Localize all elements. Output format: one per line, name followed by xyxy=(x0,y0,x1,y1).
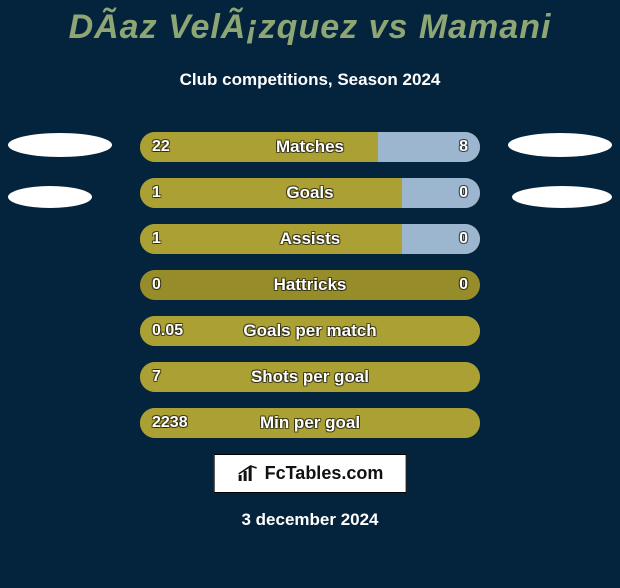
stat-row: Hattricks00 xyxy=(0,270,620,300)
stat-fill-right xyxy=(402,178,480,208)
stat-fill-left xyxy=(140,362,480,392)
stat-value-right: 0 xyxy=(459,224,468,254)
stat-track xyxy=(140,362,480,392)
stat-track xyxy=(140,270,480,300)
stat-row: Min per goal2238 xyxy=(0,408,620,438)
stat-value-left: 0.05 xyxy=(152,316,183,346)
player-blob xyxy=(8,133,112,157)
stat-fill-right xyxy=(402,224,480,254)
stat-fill-left xyxy=(140,178,402,208)
brand-badge[interactable]: FcTables.com xyxy=(214,454,407,493)
stat-fill-left xyxy=(140,132,378,162)
stat-row: Goals per match0.05 xyxy=(0,316,620,346)
stat-track xyxy=(140,224,480,254)
stat-value-left: 1 xyxy=(152,224,161,254)
chart-icon xyxy=(237,465,259,483)
page-subtitle: Club competitions, Season 2024 xyxy=(0,70,620,90)
stats-container: Matches228Goals10Assists10Hattricks00Goa… xyxy=(0,116,620,454)
stat-track xyxy=(140,316,480,346)
stat-row: Assists10 xyxy=(0,224,620,254)
page-title: DÃ­az VelÃ¡zquez vs Mamani xyxy=(0,8,620,47)
stat-value-right: 0 xyxy=(459,178,468,208)
stat-value-left: 2238 xyxy=(152,408,188,438)
footer-date: 3 december 2024 xyxy=(0,510,620,530)
stat-value-left: 1 xyxy=(152,178,161,208)
stat-row: Shots per goal7 xyxy=(0,362,620,392)
stat-fill-left xyxy=(140,224,402,254)
stat-fill-left xyxy=(140,408,480,438)
player-blob xyxy=(508,133,612,157)
stat-value-right: 8 xyxy=(459,132,468,162)
stat-value-left: 22 xyxy=(152,132,170,162)
brand-text: FcTables.com xyxy=(265,463,384,484)
stat-track xyxy=(140,132,480,162)
stat-value-left: 0 xyxy=(152,270,161,300)
stat-value-right: 0 xyxy=(459,270,468,300)
player-blob xyxy=(512,186,612,208)
stat-track xyxy=(140,408,480,438)
stat-track xyxy=(140,178,480,208)
stat-value-left: 7 xyxy=(152,362,161,392)
stat-fill-left xyxy=(140,316,480,346)
player-blob xyxy=(8,186,92,208)
